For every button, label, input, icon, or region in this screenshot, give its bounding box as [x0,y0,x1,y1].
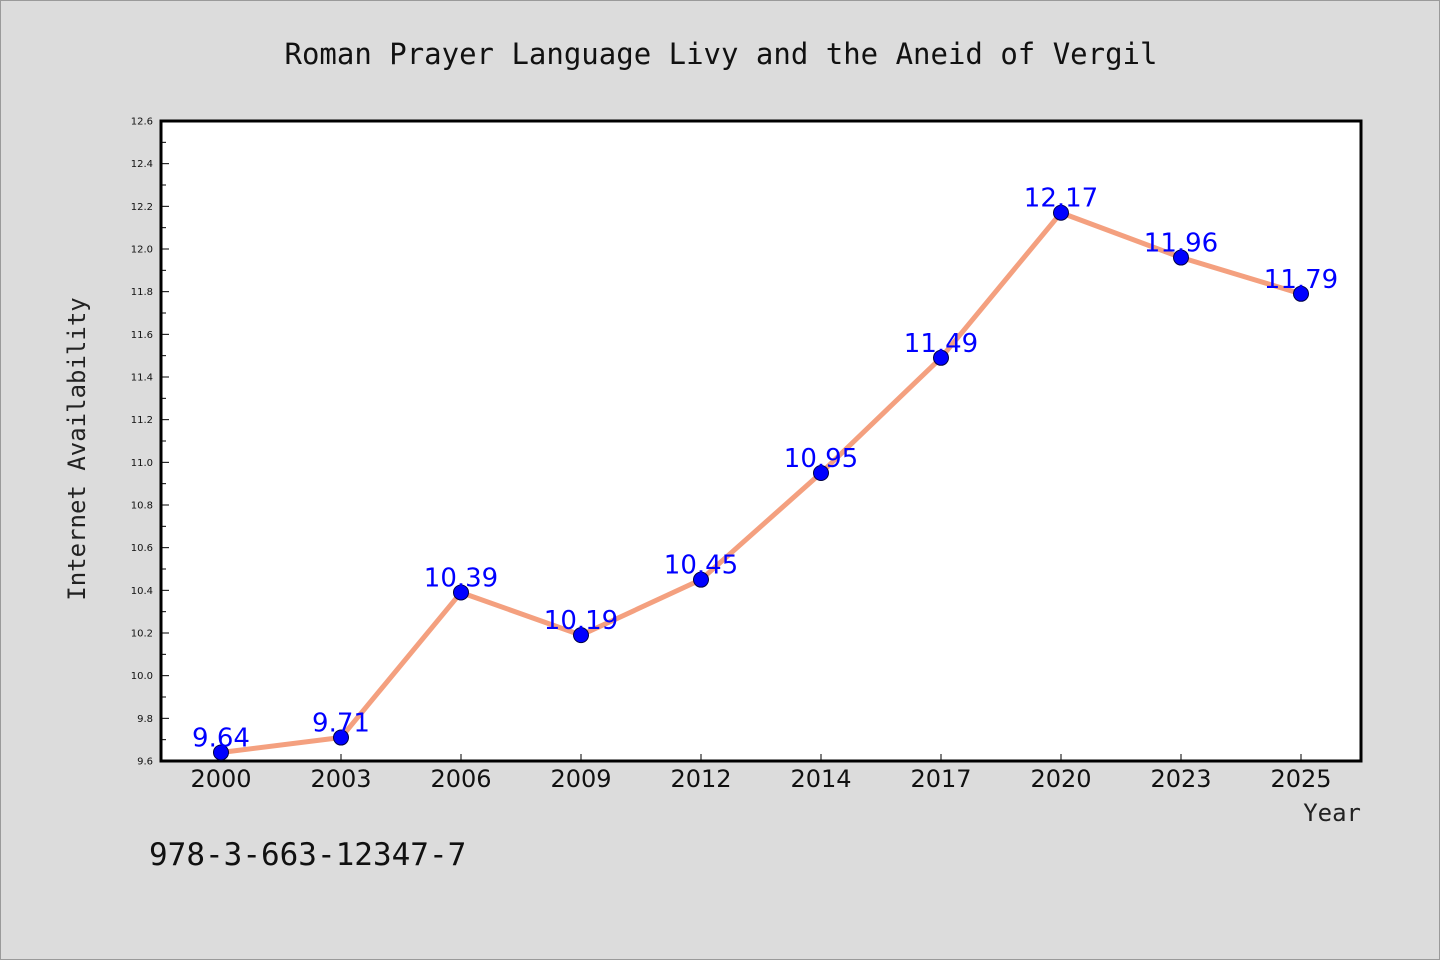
data-label: 10.95 [784,444,858,474]
y-tick-label: 10.2 [131,629,153,640]
data-label: 10.45 [664,551,738,581]
y-tick-label: 10.8 [131,501,153,512]
data-labels: 9.64 9.71 10.39 10.19 10.45 10.95 11.49 12.17 11… [192,184,1338,754]
data-label: 10.39 [424,563,498,593]
data-label: 11.96 [1144,229,1218,259]
y-axis-ticks: 9.6 9.8 10.0 10.2 10.4 10.6 10.8 11.0 11.2 11.4 11… [131,117,169,768]
x-tick-label: 2003 [310,765,371,793]
data-label: 9.64 [192,723,250,753]
data-label: 12.17 [1024,184,1098,214]
x-tick-label: 2025 [1270,765,1331,793]
y-tick-label: 11.0 [131,458,153,469]
data-point [813,465,829,481]
y-tick-label: 10.4 [131,586,153,597]
x-axis-label: Year [1303,799,1361,827]
series-line [218,210,1304,755]
y-tick-label: 11.6 [131,330,153,341]
y-tick-label: 12.6 [131,117,153,128]
data-label: 10.19 [544,606,618,636]
y-tick-label: 11.8 [131,287,153,298]
x-tick-label: 2000 [190,765,251,793]
y-tick-label: 11.2 [131,415,153,426]
y-tick-label: 9.8 [137,714,153,725]
x-tick-label: 2020 [1030,765,1091,793]
x-tick-label: 2012 [670,765,731,793]
y-tick-label: 12.4 [131,159,153,170]
data-point [1173,249,1189,266]
x-tick-label: 2006 [430,765,491,793]
data-point [1293,285,1309,302]
x-tick-label: 2009 [550,765,611,793]
y-tick-label: 10.0 [131,671,153,682]
data-point [333,729,349,746]
data-point [933,349,949,366]
isbn-text: 978-3-663-12347-7 [149,837,466,873]
plot-area [159,119,1363,763]
y-tick-label: 12.2 [131,202,153,213]
x-tick-label: 2014 [790,765,851,793]
x-axis-ticks: 2000 2003 2006 2009 2012 2014 2017 2020 2023 2025 [190,754,1332,793]
data-point [213,744,229,761]
data-label: 11.79 [1264,265,1338,295]
data-point [1053,204,1069,221]
data-label: 9.71 [312,709,370,739]
x-tick-label: 2023 [1150,765,1211,793]
x-tick-label: 2017 [910,765,971,793]
chart-title: Roman Prayer Language Livy and the Aneid… [285,37,1158,71]
y-tick-label: 10.6 [131,543,153,554]
series-markers [213,204,1309,761]
data-point [693,571,709,588]
data-point [453,584,469,601]
data-label: 11.49 [904,329,978,359]
y-tick-label: 12.0 [131,245,153,256]
y-tick-label: 11.4 [131,373,153,384]
data-point [573,627,589,644]
y-tick-label: 9.6 [137,757,153,768]
y-axis-label: Internet Availability [63,297,91,600]
